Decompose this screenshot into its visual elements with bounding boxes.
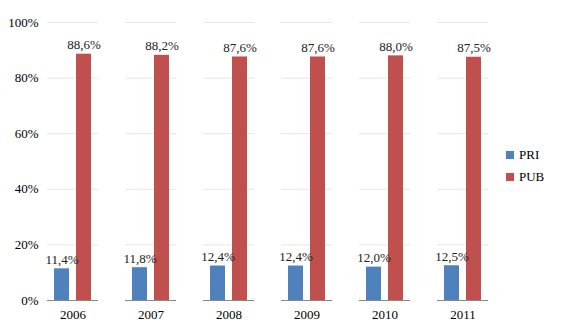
svg-text:60%: 60%	[15, 126, 39, 141]
svg-text:2010: 2010	[372, 307, 398, 322]
html-text:PRI: PRI	[519, 147, 540, 162]
svg-text:11,4%: 11,4%	[45, 252, 78, 267]
svg-text:88,0%: 88,0%	[379, 39, 413, 54]
svg-text:88,6%: 88,6%	[67, 37, 101, 52]
svg-text:2009: 2009	[294, 307, 320, 322]
svg-text:88,2%: 88,2%	[145, 38, 179, 53]
svg-text:80%: 80%	[15, 70, 39, 85]
svg-text:2008: 2008	[216, 307, 242, 322]
svg-text:100%: 100%	[8, 15, 39, 30]
svg-text:12,4%: 12,4%	[279, 249, 313, 264]
svg-text:87,6%: 87,6%	[223, 40, 257, 55]
svg-text:40%: 40%	[15, 181, 39, 196]
svg-text:11,8%: 11,8%	[123, 251, 156, 266]
svg-text:2011: 2011	[450, 307, 476, 322]
svg-text:20%: 20%	[15, 237, 39, 252]
svg-text:87,6%: 87,6%	[301, 40, 335, 55]
svg-text:12,5%: 12,5%	[435, 249, 469, 264]
svg-text:87,5%: 87,5%	[457, 40, 491, 55]
svg-text:12,0%: 12,0%	[357, 250, 391, 265]
html-text:PUB: PUB	[519, 169, 545, 184]
svg-text:12,4%: 12,4%	[201, 249, 235, 264]
svg-text:0%: 0%	[21, 293, 39, 308]
svg-text:2007: 2007	[138, 307, 165, 322]
svg-text:2006: 2006	[60, 307, 87, 322]
